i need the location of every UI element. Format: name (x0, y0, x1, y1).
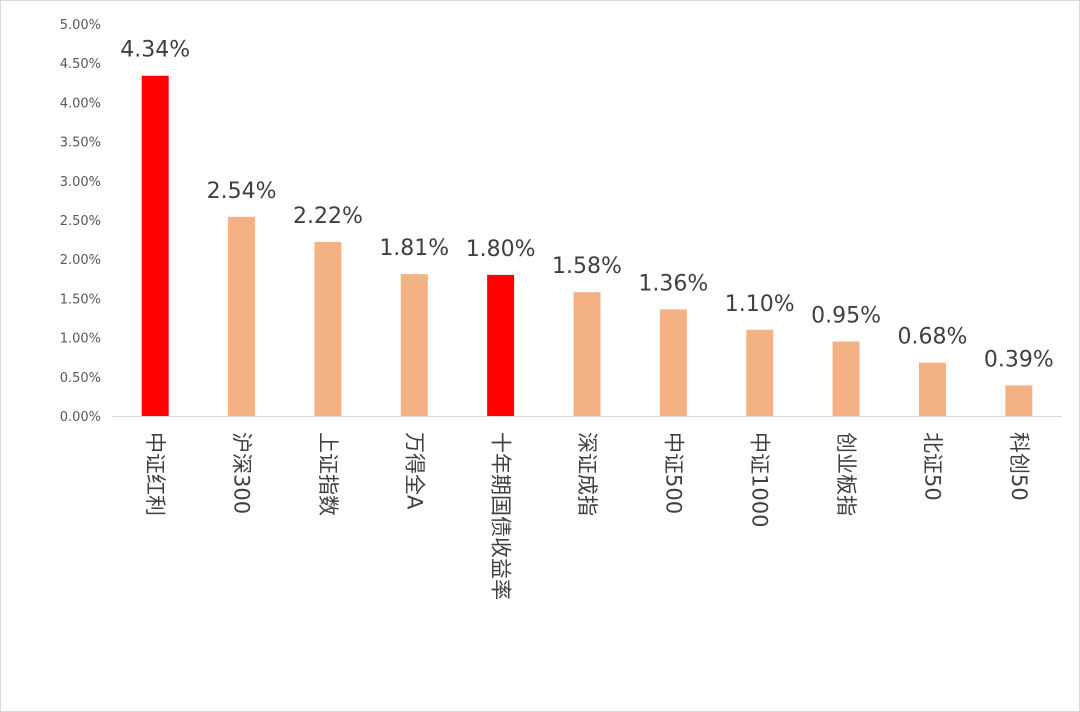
data-label: 1.80% (466, 237, 536, 262)
category-label: 深证成指 (575, 432, 599, 516)
category-label: 沪深300 (230, 432, 254, 514)
category-label: 万得全A (402, 432, 426, 510)
data-labels: 4.34% 2.54% 2.22% 1.81% 1.80% 1.58% 1.36% 1.10%… (120, 38, 1054, 373)
bar (141, 75, 169, 416)
data-label: 0.68% (898, 325, 968, 350)
category-labels: 中证红利 沪深300 上证指数 万得全A 十年期国债收益率 深证成指 中证500 中证1000… (143, 432, 1031, 600)
data-label: 0.39% (984, 347, 1054, 372)
bar (832, 341, 860, 416)
category-label: 科创50 (1007, 432, 1031, 501)
y-tick-label: 1.00% (60, 332, 101, 347)
y-tick-label: 0.50% (60, 371, 101, 386)
category-label: 中证红利 (143, 432, 167, 516)
category-label: 中证500 (661, 432, 685, 514)
y-tick-label: 3.00% (60, 175, 101, 190)
category-label: 中证1000 (748, 432, 772, 527)
y-tick-label: 2.50% (60, 214, 101, 229)
bar (228, 216, 256, 416)
data-label: 4.34% (120, 38, 190, 63)
y-axis-ticks: 0.00% 0.50% 1.00% 1.50% 2.00% 2.50% 3.00% 3.50%… (60, 18, 101, 425)
category-label: 十年期国债收益率 (489, 432, 513, 600)
bar (659, 309, 687, 416)
y-tick-label: 5.00% (60, 18, 101, 33)
category-label: 上证指数 (316, 432, 340, 516)
bars (141, 75, 1033, 416)
bar (400, 274, 428, 416)
bar (573, 292, 601, 416)
bar (918, 362, 946, 416)
data-label: 1.10% (725, 292, 795, 317)
y-tick-label: 3.50% (60, 136, 101, 151)
category-label: 北证50 (920, 432, 944, 501)
data-label: 1.81% (379, 236, 449, 261)
bar (487, 274, 515, 416)
category-label: 创业板指 (834, 432, 858, 516)
bar (314, 241, 342, 416)
y-tick-label: 2.00% (60, 253, 101, 268)
y-tick-label: 4.00% (60, 96, 101, 111)
data-label: 2.54% (207, 179, 277, 204)
data-label: 0.95% (811, 304, 881, 329)
data-label: 2.22% (293, 204, 363, 229)
y-tick-label: 1.50% (60, 292, 101, 307)
y-tick-label: 4.50% (60, 57, 101, 72)
data-label: 1.36% (638, 271, 708, 296)
y-tick-label: 0.00% (60, 410, 101, 425)
data-label: 1.58% (552, 254, 622, 279)
bar (1005, 385, 1033, 416)
bar (746, 329, 774, 416)
